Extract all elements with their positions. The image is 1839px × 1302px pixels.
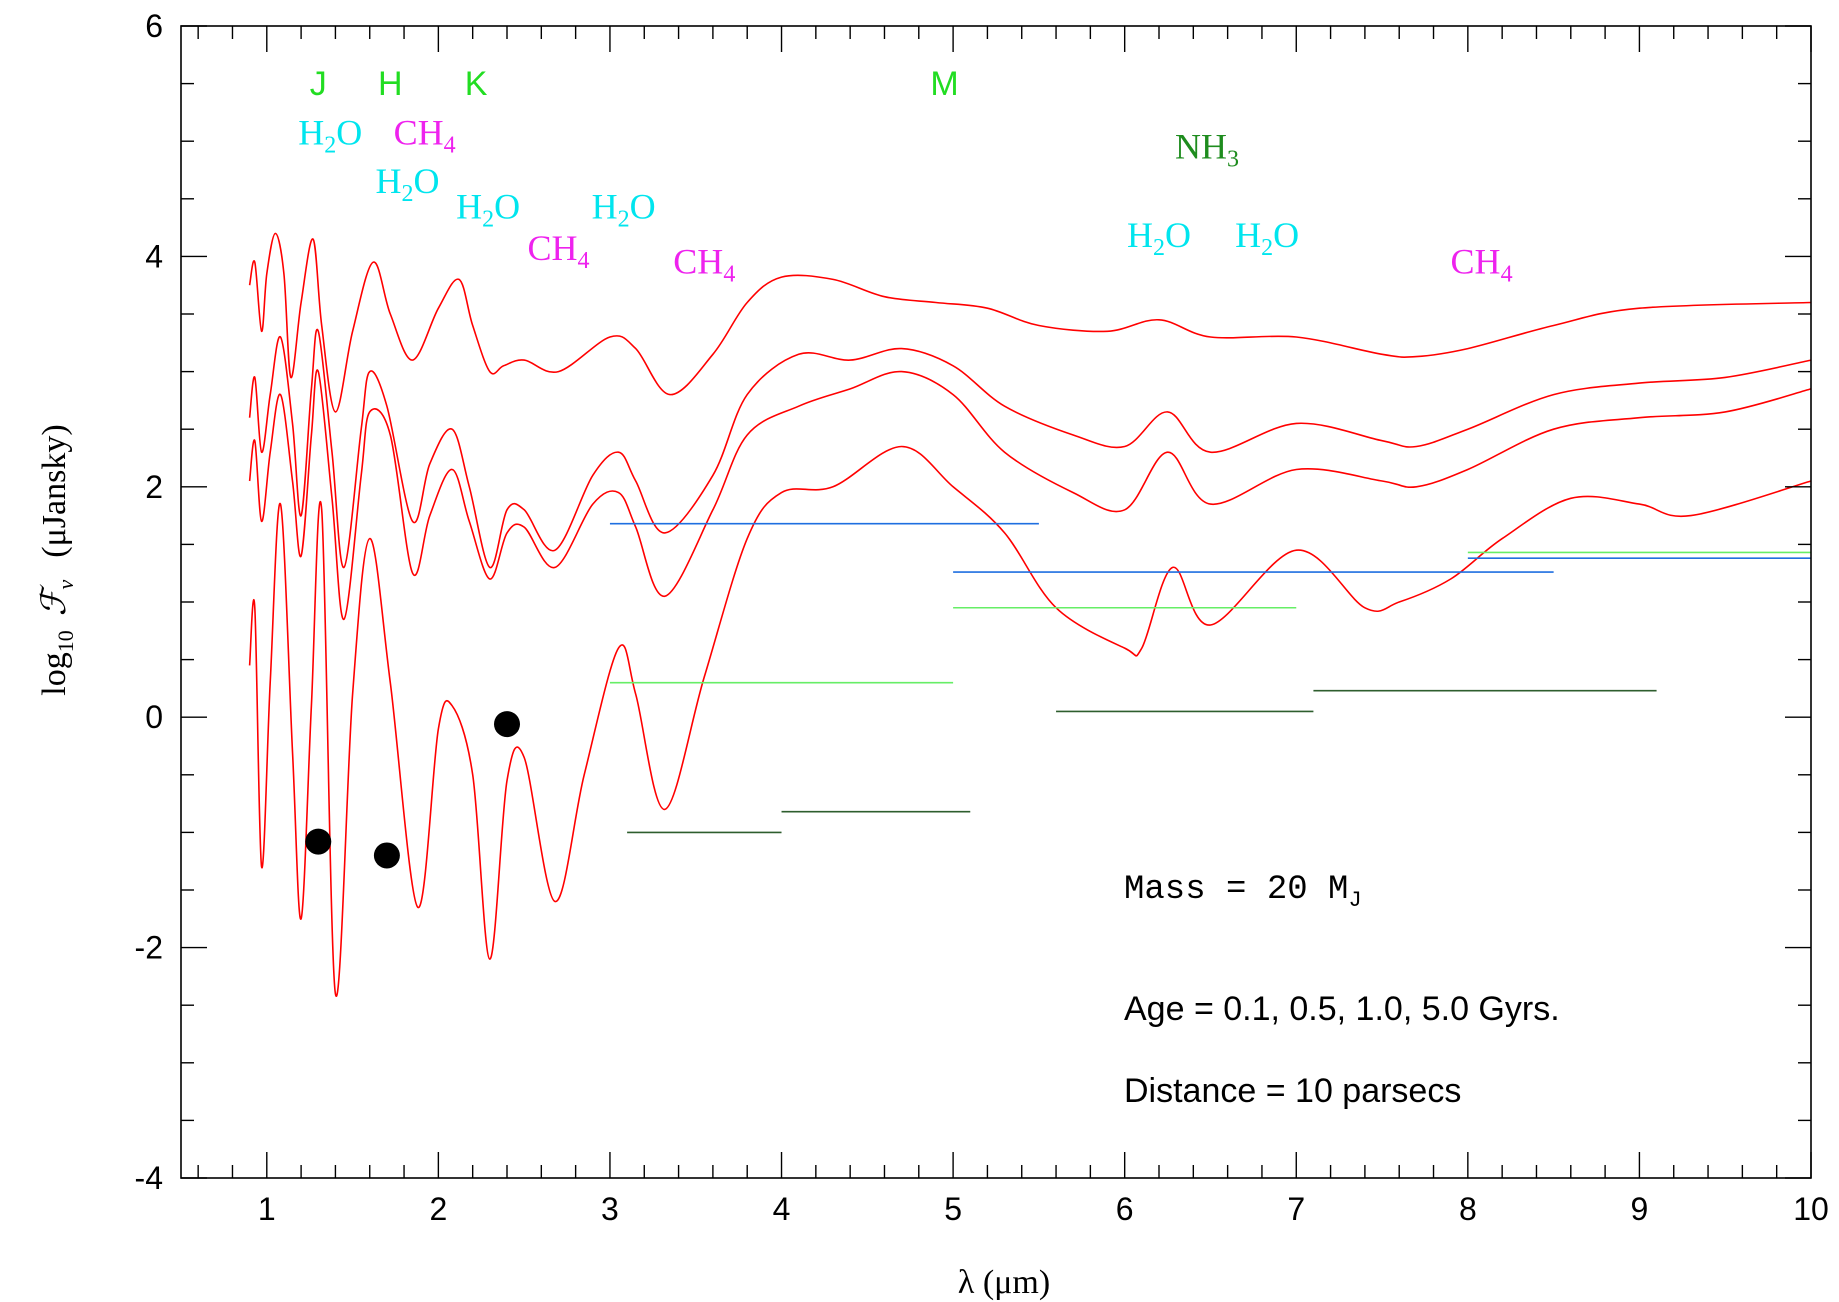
- molecule-label: CH4: [673, 242, 735, 288]
- y-tick-label: 4: [145, 238, 163, 274]
- molecule-base: NH: [1175, 126, 1227, 166]
- molecule-base: CH: [527, 228, 577, 268]
- y-axis-title: log10ℱν(μJansky): [36, 424, 78, 695]
- molecule-label: NH3: [1175, 126, 1239, 172]
- molecule-rest: O: [494, 186, 520, 226]
- x-tick-label: 7: [1287, 1191, 1305, 1227]
- x-tick-label: 1: [258, 1191, 276, 1227]
- photometry-points: [305, 711, 520, 869]
- molecule-sub: 3: [1227, 146, 1239, 172]
- molecule-base: CH: [673, 242, 723, 282]
- spectrum-line-4: [248, 445, 1812, 998]
- molecule-label: H2O: [592, 186, 656, 232]
- photometry-point-3: [494, 711, 520, 738]
- mass-sub: J: [1348, 888, 1361, 913]
- band-label-J: J: [310, 65, 327, 103]
- photometry-point-2: [373, 842, 400, 869]
- spectrum-line-1: [248, 232, 1812, 413]
- y-tick-label: 2: [145, 469, 163, 505]
- molecule-sub: 2: [401, 181, 413, 207]
- molecule-base: H: [1235, 215, 1261, 255]
- spectrum-curves: [248, 232, 1812, 998]
- molecule-base: H: [375, 161, 401, 201]
- x-tick-label: 6: [1116, 1191, 1134, 1227]
- molecule-rest: O: [336, 113, 362, 153]
- distance-annotation: Distance = 10 parsecs: [1124, 1072, 1461, 1110]
- y-title-sub: 10: [53, 630, 78, 652]
- molecule-base: H: [592, 186, 618, 226]
- x-tick-label: 2: [429, 1191, 447, 1227]
- molecule-sub: 2: [1153, 235, 1165, 261]
- molecule-sub: 4: [1501, 262, 1513, 288]
- molecule-base: H: [456, 186, 482, 226]
- band-label-K: K: [465, 65, 488, 103]
- band-label-M: M: [930, 65, 958, 103]
- x-tick-label: 9: [1631, 1191, 1649, 1227]
- spectrum-line-3: [248, 369, 1812, 621]
- molecule-label: H2O: [375, 161, 439, 207]
- molecule-label: CH4: [527, 228, 589, 274]
- filter-bands: [609, 522, 1811, 834]
- molecule-label: H2O: [1127, 215, 1191, 261]
- molecule-rest: O: [1273, 215, 1299, 255]
- spectrum-line-2: [248, 328, 1812, 569]
- molecule-label: H2O: [456, 186, 520, 232]
- x-tick-label: 5: [944, 1191, 962, 1227]
- y-title-log: log: [36, 652, 73, 695]
- molecule-rest: O: [630, 186, 656, 226]
- y-tick-label: 0: [145, 699, 163, 735]
- molecule-label: H2O: [298, 113, 362, 159]
- x-tick-label: 4: [773, 1191, 791, 1227]
- molecule-rest: O: [1165, 215, 1191, 255]
- molecule-base: H: [1127, 215, 1153, 255]
- mass-annotation: Mass = 20 MJ: [1124, 871, 1362, 913]
- x-tick-label: 8: [1459, 1191, 1477, 1227]
- age-annotation: Age = 0.1, 0.5, 1.0, 5.0 Gyrs.: [1124, 990, 1560, 1028]
- molecule-sub: 4: [723, 262, 735, 288]
- molecule-base: CH: [1451, 242, 1501, 282]
- molecule-label: H2O: [1235, 215, 1299, 261]
- molecule-rest: O: [413, 161, 439, 201]
- x-tick-label: 10: [1793, 1191, 1829, 1227]
- photometry-point-1: [305, 828, 332, 855]
- y-tick-label: 6: [145, 8, 163, 44]
- y-title-nu: ν: [53, 580, 78, 590]
- molecule-sub: 2: [618, 206, 630, 232]
- molecule-sub: 2: [1261, 235, 1273, 261]
- molecule-sub: 2: [482, 206, 494, 232]
- x-tick-label: 3: [601, 1191, 619, 1227]
- molecule-base: CH: [394, 113, 444, 153]
- molecule-sub: 4: [444, 133, 456, 159]
- molecule-label: CH4: [394, 113, 456, 159]
- x-axis-title: λ (μm): [958, 1264, 1050, 1301]
- svg-text:log10ℱν(μJansky): log10ℱν(μJansky): [36, 424, 78, 695]
- molecule-label: CH4: [1451, 242, 1513, 288]
- molecule-base: H: [298, 113, 324, 153]
- y-tick-label: -4: [135, 1160, 163, 1196]
- y-title-unit: (μJansky): [36, 424, 73, 557]
- y-tick-label: -2: [135, 930, 163, 966]
- molecule-sub: 4: [577, 248, 589, 274]
- molecule-sub: 2: [324, 133, 336, 159]
- plot-frame: 1 2 3 4 5 6 7 8 9 10 -4 -2 0 2 4 6: [135, 8, 1829, 1227]
- band-label-H: H: [378, 65, 403, 103]
- mass-text: Mass = 20 M: [1124, 871, 1348, 909]
